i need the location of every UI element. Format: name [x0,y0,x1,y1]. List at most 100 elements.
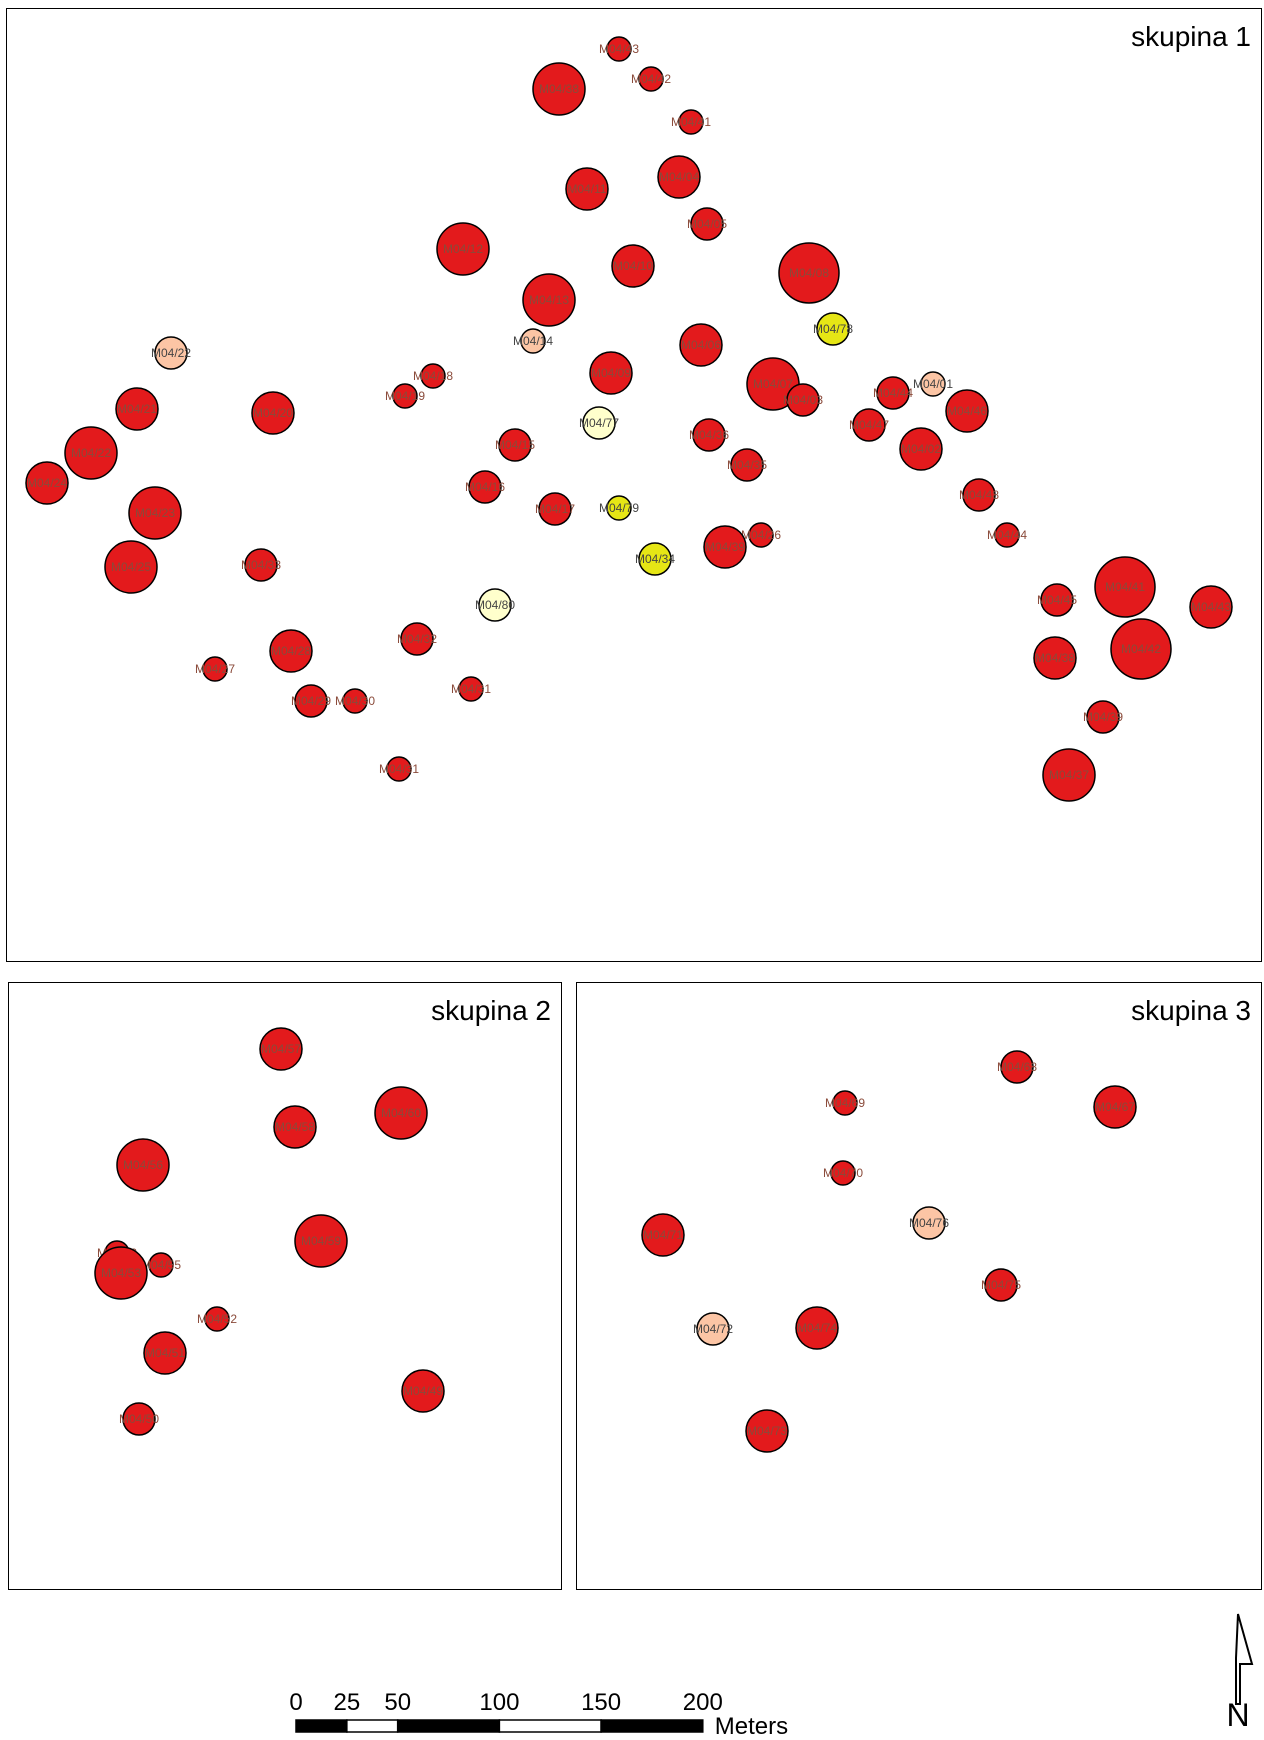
point-symbol [830,1160,856,1186]
point-symbol [703,525,747,569]
point-symbol [657,155,701,199]
point-symbol [1042,748,1096,802]
point-marker: M04/57 [259,1027,303,1071]
point-label: M04/42 [1121,642,1161,656]
point-marker: M04/55 [141,1252,181,1278]
point-symbol [692,418,726,452]
point-label: M04/77 [579,416,619,430]
panel-title: skupina 2 [431,995,551,1026]
point-symbol [269,629,313,673]
point-symbol [696,1312,730,1346]
point-marker: M04/44 [987,522,1027,548]
point-symbol [565,167,609,211]
point-label: M04/71 [643,1228,683,1242]
point-symbol [1000,1050,1034,1084]
point-symbol [795,1306,839,1350]
point-symbol [611,244,655,288]
point-label: M04/31 [379,762,419,776]
point-marker: M04/18 [413,363,453,389]
point-label: M04/47 [849,418,889,432]
point-marker: M04/41 [671,109,711,135]
point-symbol [342,688,368,714]
point-symbol [294,684,328,718]
point-label: M04/60 [381,1106,421,1120]
point-marker: M04/36 [689,418,729,452]
point-marker: M04/32 [397,622,437,656]
point-label: M04/14 [513,334,553,348]
point-symbol [154,336,188,370]
point-label: M04/10 [613,259,653,273]
point-marker: M04/71 [641,1213,685,1257]
point-label: M04/30 [335,694,375,708]
point-marker: M04/39 [703,525,747,569]
point-symbol [115,387,159,431]
point-symbol [386,756,412,782]
point-label: M04/28 [271,644,311,658]
point-symbol [148,1252,174,1278]
point-symbol [538,492,572,526]
point-label: M04/27 [195,662,235,676]
point-label: M04/43 [599,42,639,56]
point-label: M04/72 [693,1322,733,1336]
scale-segment [600,1719,704,1733]
point-label: M04/34 [635,552,675,566]
point-symbol [748,522,774,548]
point-label: M04/55 [141,1258,181,1272]
point-symbol [1110,618,1172,680]
point-label: M04/56 [123,1158,163,1172]
point-symbol [638,66,664,92]
point-symbol [638,542,672,576]
point-symbol [116,1138,170,1192]
point-label: M04/38 [1035,651,1075,665]
point-symbol [994,522,1020,548]
point-map: M04/43 M04/42 M04/38 M04/41 M04/04 M04/11 M04/… [25,36,1233,802]
point-label: M04/59 [301,1234,341,1248]
point-label: M04/29 [291,694,331,708]
point-label: M04/01 [913,377,953,391]
point-marker: M04/79 [599,495,639,521]
point-label: M04/48 [959,488,999,502]
point-symbol [912,1206,946,1240]
map-panel-skupina-2: skupina 2 M04/57 M04/60 M04/58 M04/56 M04/59… [8,982,562,1590]
point-symbol [458,676,484,702]
scale-segment [295,1719,348,1733]
point-marker: M04/17 [535,492,575,526]
point-marker: M04/22 [64,426,118,480]
point-symbol [392,383,418,409]
point-marker: M04/49 [401,1369,445,1413]
point-marker: M04/38 [532,62,586,116]
point-symbol [104,540,158,594]
point-marker: M04/27 [195,656,235,682]
point-label: M04/44 [873,386,913,400]
panel-title: skupina 1 [1131,21,1251,52]
point-marker: M04/69 [825,1090,865,1116]
point-symbol [852,408,886,442]
point-label: M04/04 [659,170,699,184]
point-symbol [641,1213,685,1257]
point-marker: M04/42 [631,66,671,92]
point-symbol [1094,556,1156,618]
point-symbol [94,1246,148,1300]
point-label: M04/45 [1037,593,1077,607]
point-label: M04/24 [27,476,67,490]
north-letter: N [1226,1697,1249,1733]
point-marker: M04/02 [899,427,943,471]
point-label: M04/12 [443,242,483,256]
point-label: M04/53 [101,1266,141,1280]
point-label: M04/46 [947,404,987,418]
point-label: M04/02 [901,442,941,456]
point-label: M04/06 [681,338,721,352]
point-marker: M04/20 [251,391,295,435]
point-symbol [122,1402,156,1436]
point-symbol [1093,1085,1137,1129]
point-symbol [520,328,546,354]
point-symbol [1040,583,1074,617]
point-label: M04/49 [403,1384,443,1398]
point-label: M04/23 [135,506,175,520]
point-marker: M04/12 [436,222,490,276]
point-marker: M04/35 [727,448,767,482]
point-label: M04/22 [151,346,191,360]
north-arrow-icon: N [1226,1613,1254,1733]
point-label: M04/44 [987,528,1027,542]
point-label: M04/26 [741,528,781,542]
